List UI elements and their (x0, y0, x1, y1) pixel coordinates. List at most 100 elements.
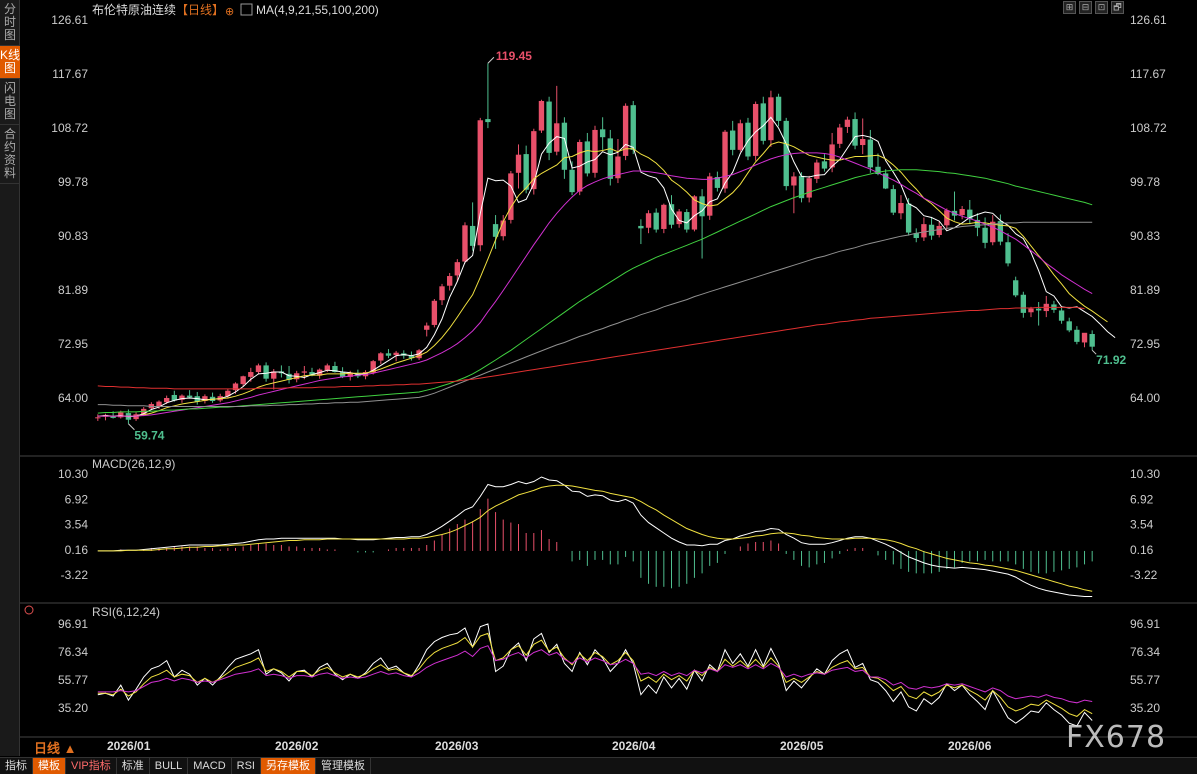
kline-y-tick-left: 90.83 (58, 229, 88, 243)
rsi-line-rsi6 (97, 623, 1093, 727)
high-annotation: 119.45 (496, 49, 532, 63)
candle-body (1013, 280, 1019, 296)
candle-body (699, 196, 705, 217)
candle-body (454, 262, 460, 276)
chart-area[interactable]: 布伦特原油连续 【日线】 ⊕ MA(4,9,21,55,100,200) 126… (20, 0, 1197, 756)
candle-body (118, 412, 124, 418)
candle-body (745, 122, 751, 157)
kline-y-tick-left: 108.72 (51, 121, 88, 135)
rsi-line-rsi12 (97, 632, 1093, 717)
candle-body (271, 371, 277, 379)
candle-body (814, 162, 820, 179)
candle-body (936, 225, 942, 235)
ma-line-ma21 (97, 152, 1093, 417)
candle-body (240, 376, 246, 385)
candle-body (1028, 308, 1034, 313)
candle-body (1020, 294, 1027, 313)
candle-body (424, 325, 430, 330)
kline-y-tick-left: 72.95 (58, 337, 88, 351)
x-axis-tick: 2026/04 (612, 739, 656, 753)
macd-y-tick-right: -3.22 (1130, 568, 1158, 582)
candle-body (928, 224, 935, 236)
kline-y-tick-left: 126.61 (51, 13, 88, 27)
rsi-y-tick-right: 76.34 (1130, 645, 1160, 659)
candle-body (347, 372, 353, 377)
candle-body (1081, 332, 1088, 343)
side-tabs: 分时图 K线图 闪电图 合约资料 (0, 0, 20, 756)
candle-body (538, 100, 545, 131)
macd-y-tick-right: 0.16 (1130, 543, 1154, 557)
zoom-out-icon[interactable]: ⊟ (1079, 1, 1092, 14)
candle-body (431, 300, 438, 325)
low-pointer (128, 423, 135, 431)
rsi-y-tick-left: 96.91 (58, 617, 88, 631)
candle-body (860, 138, 866, 146)
candle-body (653, 212, 659, 230)
candle-body (730, 130, 736, 150)
tab-timeshare[interactable]: 分时图 (0, 0, 20, 46)
candle-body (500, 220, 506, 237)
candle-body (844, 119, 851, 127)
tab-contract-info[interactable]: 合约资料 (0, 125, 20, 184)
tab-flash[interactable]: 闪电图 (0, 79, 20, 125)
bottom-item-rsi[interactable]: RSI (232, 757, 261, 774)
candle-body (477, 120, 483, 246)
kline-y-tick-left: 81.89 (58, 283, 88, 297)
bottom-item-save-template[interactable]: 另存模板 (261, 757, 316, 774)
candle-body (531, 131, 537, 190)
candle-body (202, 396, 208, 402)
candle-body (867, 139, 874, 168)
candle-body (232, 383, 239, 391)
candle-body (286, 373, 292, 380)
candle-body (990, 221, 996, 243)
rsi-y-tick-right: 35.20 (1130, 701, 1160, 715)
kline-y-tick-right: 117.67 (1130, 67, 1166, 81)
bottom-item-vip-indicator[interactable]: VIP指标 (66, 757, 117, 774)
candle-body (768, 97, 774, 141)
candle-body (898, 202, 904, 214)
candle-body (515, 154, 522, 173)
candle-body (760, 103, 766, 141)
bottom-item-macd[interactable]: MACD (188, 757, 232, 774)
candle-body (569, 169, 575, 193)
chart-title: 布伦特原油连续 (92, 2, 176, 17)
candle-body (462, 225, 468, 262)
rsi-title: RSI(6,12,24) (92, 605, 160, 619)
bottom-item-indicator[interactable]: 指标 (0, 757, 33, 774)
candle-body (821, 161, 828, 169)
crosshair-icon[interactable]: ⊞ (1063, 1, 1076, 14)
bottom-item-bull[interactable]: BULL (150, 757, 189, 774)
candle-body (133, 414, 139, 420)
x-axis-tick: 2026/03 (435, 739, 479, 753)
macd-y-tick-left: 10.30 (58, 467, 88, 481)
candle-body (370, 361, 376, 373)
candle-body (882, 173, 889, 189)
candle-body (974, 219, 981, 228)
bottom-item-template[interactable]: 模板 (33, 757, 66, 774)
macd-dea-line (97, 484, 1093, 592)
candle-body (378, 353, 384, 361)
tab-kline[interactable]: K线图 (0, 46, 20, 79)
macd-dif-line (97, 476, 1093, 597)
candle-body (982, 227, 988, 243)
candle-body (546, 101, 552, 153)
candle-body (737, 123, 744, 150)
macd-title: MACD(26,12,9) (92, 457, 175, 471)
candle-body (921, 224, 927, 238)
rsi-marker-icon (24, 605, 34, 615)
macd-y-tick-left: 3.54 (65, 518, 89, 532)
zoom-in-icon[interactable]: ⊡ (1095, 1, 1108, 14)
candle-body (1066, 321, 1072, 331)
kline-y-tick-left: 99.78 (58, 175, 88, 189)
window-icon[interactable]: 🗗 (1111, 1, 1124, 14)
candle-body (668, 204, 675, 225)
candle-body (156, 401, 162, 407)
kline-y-tick-right: 64.00 (1130, 391, 1160, 405)
candle-body (707, 176, 713, 216)
bottom-item-standard[interactable]: 标准 (117, 757, 150, 774)
candle-body (645, 213, 652, 228)
settings-icon[interactable]: ⊕ (225, 6, 234, 18)
candle-body (385, 353, 392, 356)
bottom-item-manage-template[interactable]: 管理模板 (316, 757, 371, 774)
candle-body (339, 372, 346, 377)
